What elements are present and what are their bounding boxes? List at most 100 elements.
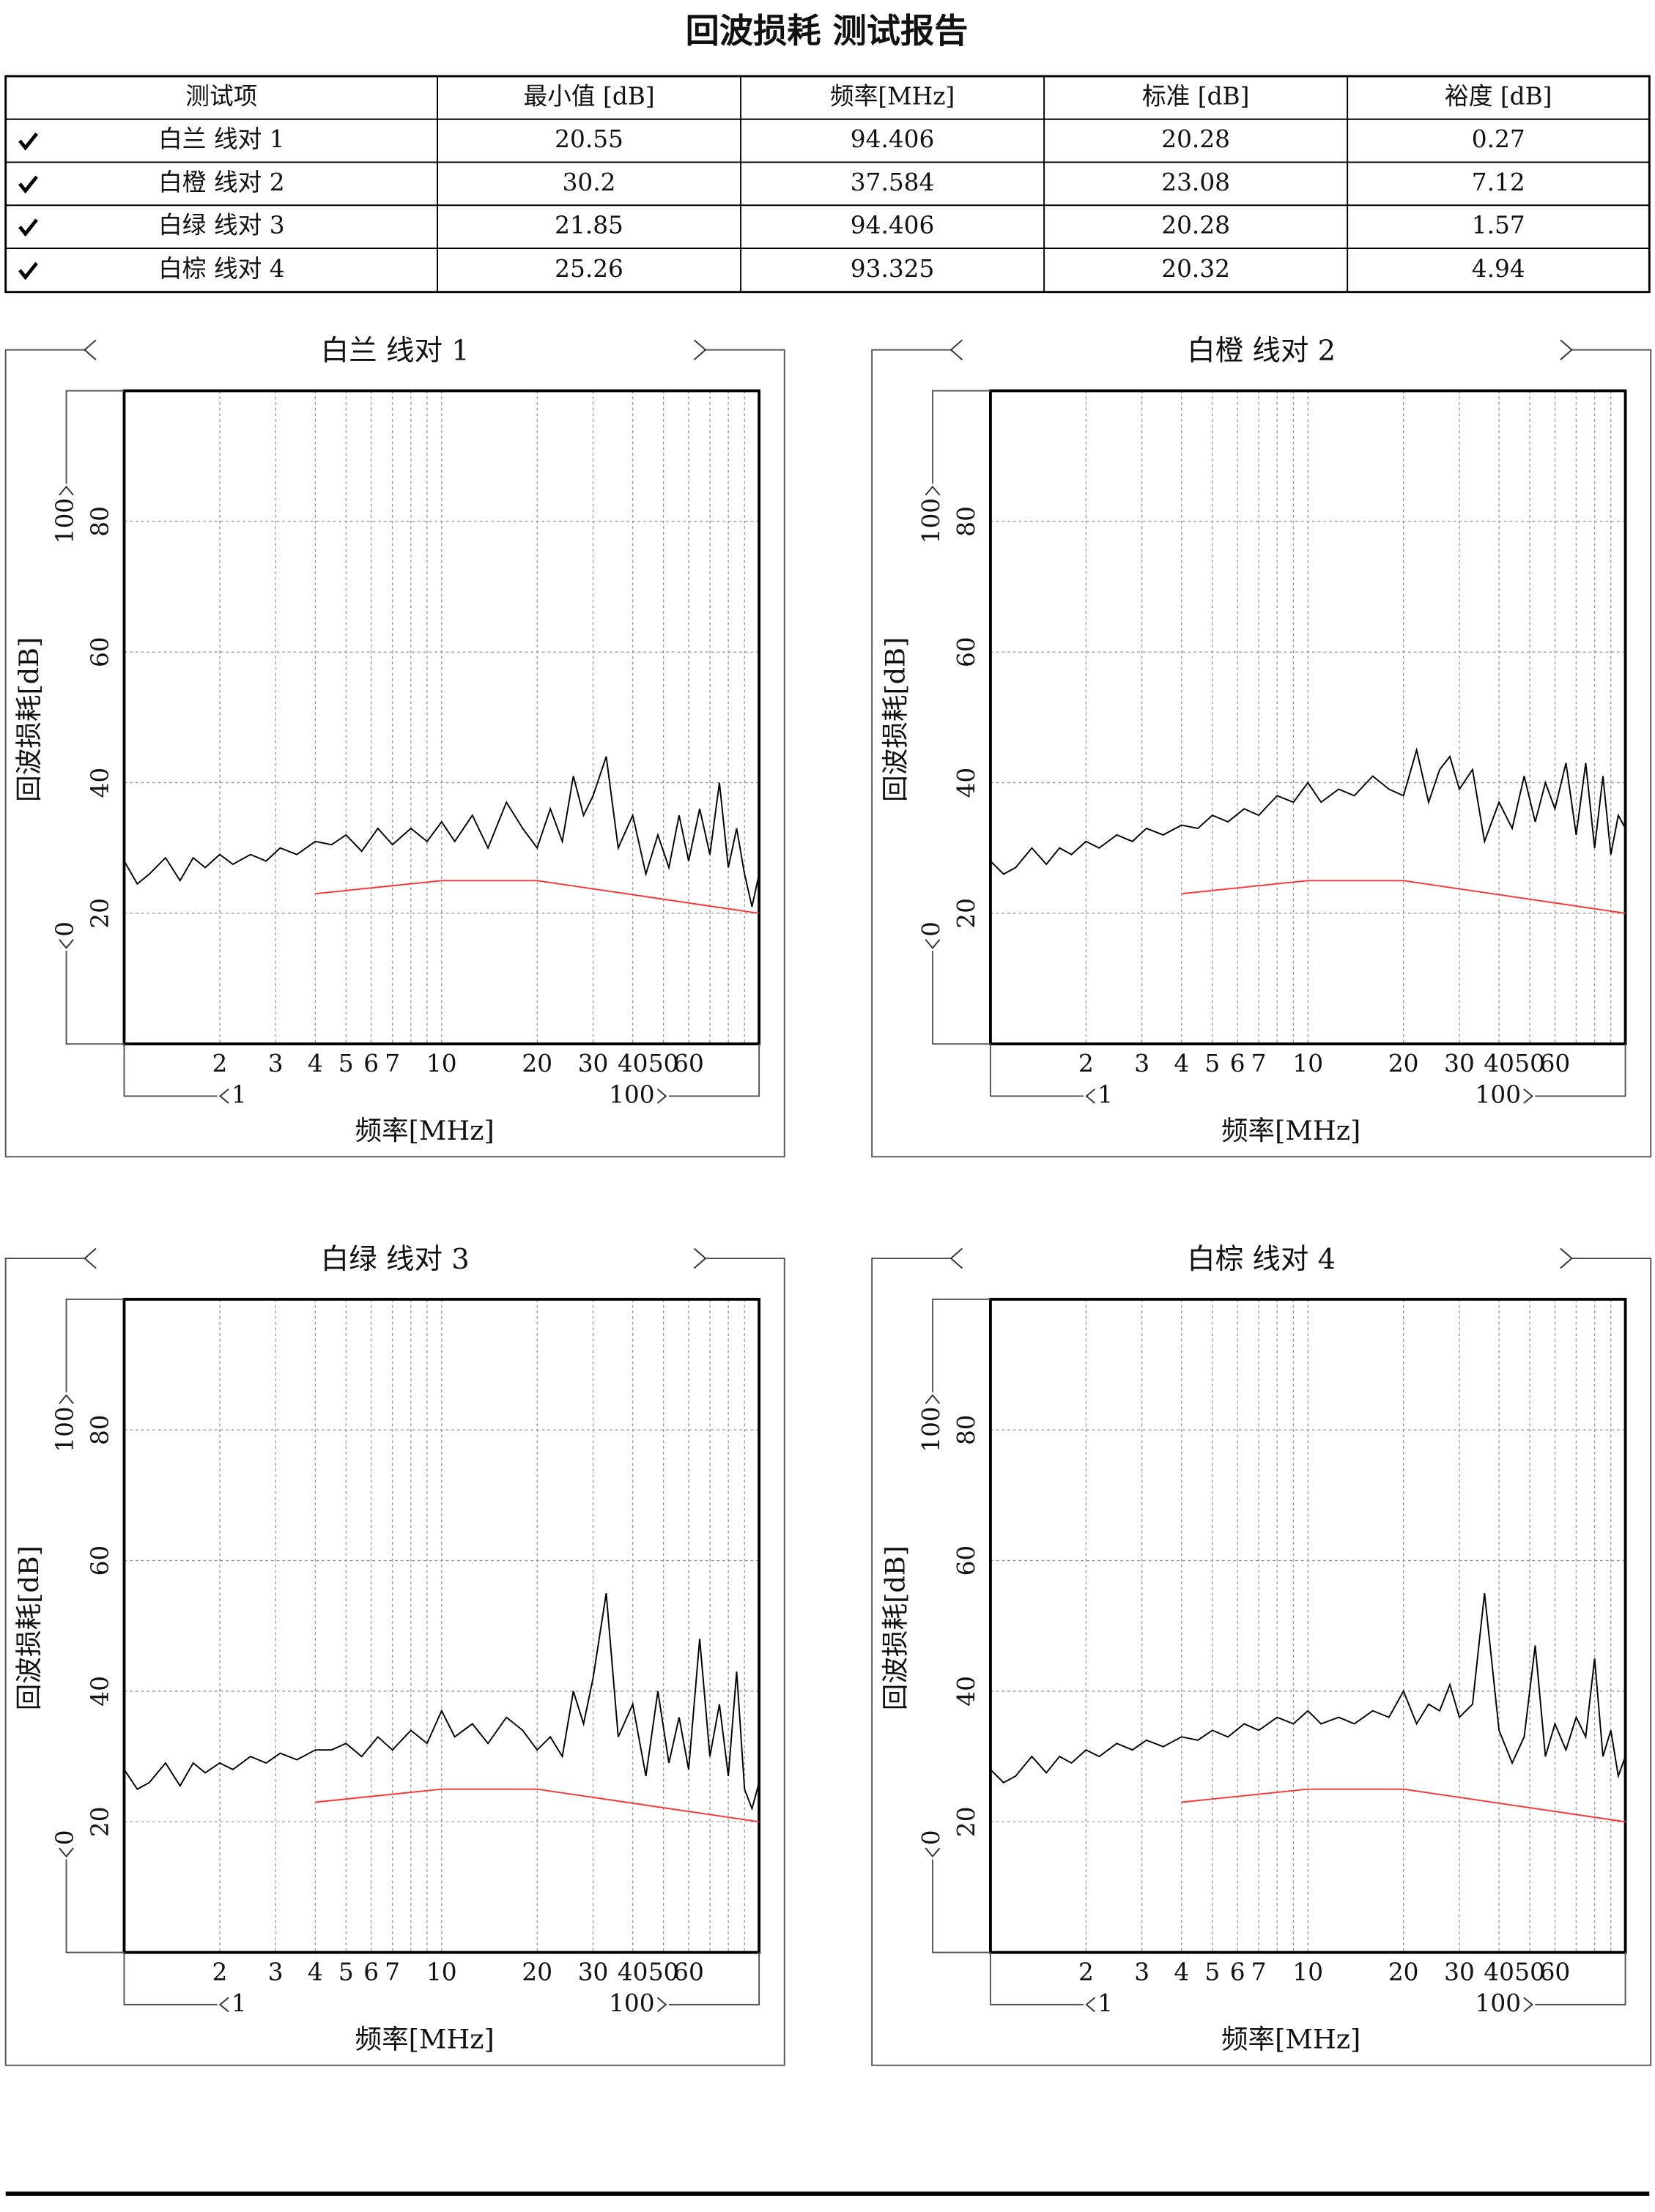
x-range-min: 1 <box>232 1081 247 1109</box>
y-tick-label: 40 <box>86 1676 114 1707</box>
x-tick-label: 6 <box>1230 1959 1245 1986</box>
y-axis-label: 回波损耗[dB] <box>879 1545 911 1710</box>
x-tick-label: 60 <box>673 1050 704 1077</box>
range-chevron <box>1085 1088 1096 1104</box>
x-tick-label: 60 <box>673 1959 704 1986</box>
check-icon <box>18 175 38 194</box>
y-axis-label: 回波损耗[dB] <box>13 1545 45 1710</box>
check-icon <box>18 218 38 237</box>
y-tick-label: 80 <box>952 1414 980 1445</box>
column-header: 标准 [dB] <box>1142 82 1249 110</box>
check-icon <box>18 132 38 151</box>
column-header: 裕度 [dB] <box>1445 82 1552 110</box>
column-header: 频率[MHz] <box>830 82 955 110</box>
table-cell: 20.32 <box>1161 255 1230 283</box>
x-tick-label: 30 <box>1444 1050 1475 1077</box>
y-tick-label: 40 <box>952 768 980 798</box>
y-range-min: 0 <box>917 921 945 937</box>
panel-chevron <box>949 339 963 360</box>
range-bracket <box>932 390 991 484</box>
range-chevron <box>925 485 941 496</box>
x-tick-label: 50 <box>1514 1050 1545 1077</box>
y-tick-label: 80 <box>86 506 114 537</box>
x-tick-label: 60 <box>1540 1050 1571 1077</box>
range-bracket <box>932 1859 991 1953</box>
plot-frame <box>122 1297 761 1954</box>
x-range-max: 100 <box>609 1989 654 2017</box>
x-tick-label: 30 <box>578 1959 609 1986</box>
x-tick-label: 40 <box>1484 1050 1514 1077</box>
series-line <box>1181 880 1626 914</box>
x-tick-label: 30 <box>1444 1959 1475 1986</box>
range-chevron <box>59 1847 74 1858</box>
x-tick-label: 7 <box>385 1959 400 1986</box>
range-bracket <box>65 1298 125 1392</box>
y-tick-label: 20 <box>952 1806 980 1837</box>
range-chevron <box>1085 1997 1096 2013</box>
x-tick-label: 40 <box>1484 1959 1514 1986</box>
series-line <box>990 1593 1626 1784</box>
x-tick-label: 40 <box>618 1959 648 1986</box>
range-chevron <box>656 1997 667 2013</box>
x-tick-label: 2 <box>212 1959 227 1986</box>
range-bracket <box>1535 1952 1626 2005</box>
chart-title: 白绿 线对 3 <box>321 1243 470 1276</box>
y-tick-label: 80 <box>86 1414 114 1445</box>
plot-frame <box>989 389 1627 1046</box>
y-range-max: 100 <box>51 1406 79 1452</box>
x-tick-label: 6 <box>1230 1050 1245 1077</box>
range-chevron <box>1523 1088 1533 1104</box>
x-tick-label: 4 <box>308 1959 323 1986</box>
table-cell: 白棕 线对 4 <box>158 255 285 283</box>
x-tick-label: 7 <box>385 1050 400 1077</box>
plot-frame <box>989 1297 1627 1954</box>
x-tick-label: 20 <box>522 1050 552 1077</box>
x-tick-label: 6 <box>363 1050 379 1077</box>
range-bracket <box>65 390 125 484</box>
y-tick-label: 20 <box>86 1806 114 1837</box>
y-range-min: 0 <box>917 1830 945 1845</box>
panel-chevron <box>84 339 97 360</box>
y-range-max: 100 <box>51 498 79 543</box>
x-tick-label: 20 <box>1388 1959 1419 1986</box>
table-cell: 白兰 线对 1 <box>158 125 285 153</box>
series-line <box>315 1788 760 1823</box>
y-tick-label: 80 <box>952 506 980 537</box>
y-tick-label: 20 <box>952 898 980 929</box>
x-axis-label: 频率[MHz] <box>355 1115 495 1146</box>
panel-chevron <box>693 1247 707 1269</box>
x-tick-label: 10 <box>426 1959 457 1986</box>
chart-title: 白棕 线对 4 <box>1187 1243 1336 1276</box>
range-bracket <box>123 1044 218 1097</box>
table-cell: 37.584 <box>851 168 935 196</box>
y-tick-label: 60 <box>952 636 980 667</box>
x-tick-label: 3 <box>268 1959 284 1986</box>
x-tick-label: 20 <box>1388 1050 1419 1077</box>
x-tick-label: 4 <box>1174 1050 1189 1077</box>
x-tick-label: 50 <box>648 1959 679 1986</box>
range-chevron <box>656 1088 667 1104</box>
x-tick-label: 60 <box>1540 1959 1571 1986</box>
y-tick-label: 40 <box>86 768 114 798</box>
y-tick-label: 20 <box>86 898 114 929</box>
range-bracket <box>1535 1044 1626 1097</box>
chart-title: 白橙 线对 2 <box>1187 335 1336 368</box>
panel-chevron <box>84 1247 97 1269</box>
y-axis-label: 回波损耗[dB] <box>13 637 45 802</box>
panel-chevron <box>1560 339 1573 360</box>
panel-frame <box>4 1258 785 2066</box>
range-bracket <box>668 1952 760 2005</box>
report-title: 回波损耗 测试报告 <box>686 11 969 51</box>
y-range-min: 0 <box>51 921 79 937</box>
x-range-min: 1 <box>232 1989 247 2017</box>
range-chevron <box>925 1394 941 1405</box>
x-tick-label: 20 <box>522 1959 552 1986</box>
range-bracket <box>65 1859 125 1953</box>
range-bracket <box>932 951 991 1045</box>
x-tick-label: 5 <box>1204 1050 1220 1077</box>
x-range-min: 1 <box>1097 1081 1113 1109</box>
column-header: 测试项 <box>185 82 257 110</box>
series-line <box>1181 1788 1626 1823</box>
range-bracket <box>989 1952 1084 2005</box>
x-tick-label: 2 <box>1078 1050 1094 1077</box>
